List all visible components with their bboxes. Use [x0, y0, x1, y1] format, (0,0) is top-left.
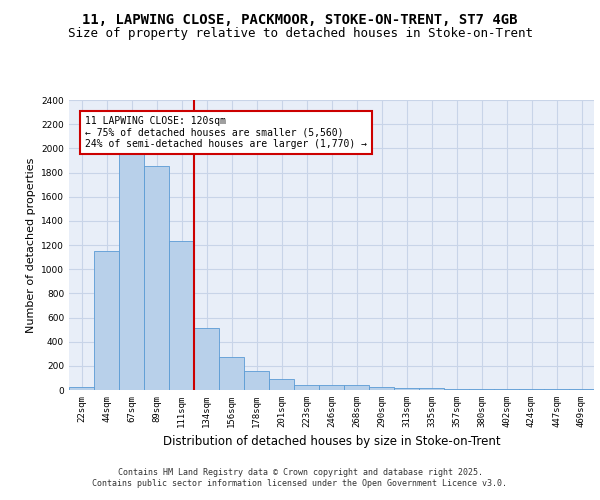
Bar — [269, 379, 294, 390]
Y-axis label: Number of detached properties: Number of detached properties — [26, 158, 35, 332]
Bar — [219, 358, 244, 390]
Bar — [69, 387, 94, 390]
Bar — [419, 388, 444, 390]
X-axis label: Distribution of detached houses by size in Stoke-on-Trent: Distribution of detached houses by size … — [163, 436, 500, 448]
Bar — [344, 385, 369, 390]
Bar — [469, 389, 494, 390]
Text: Size of property relative to detached houses in Stoke-on-Trent: Size of property relative to detached ho… — [67, 28, 533, 40]
Text: 11 LAPWING CLOSE: 120sqm
← 75% of detached houses are smaller (5,560)
24% of sem: 11 LAPWING CLOSE: 120sqm ← 75% of detach… — [85, 116, 367, 149]
Bar — [444, 389, 469, 390]
Text: 11, LAPWING CLOSE, PACKMOOR, STOKE-ON-TRENT, ST7 4GB: 11, LAPWING CLOSE, PACKMOOR, STOKE-ON-TR… — [82, 12, 518, 26]
Bar — [194, 328, 219, 390]
Bar — [394, 388, 419, 390]
Bar — [369, 387, 394, 390]
Bar — [244, 372, 269, 390]
Bar — [169, 242, 194, 390]
Bar — [144, 166, 169, 390]
Bar — [319, 385, 344, 390]
Bar — [294, 384, 319, 390]
Bar — [119, 153, 144, 390]
Bar — [94, 251, 119, 390]
Text: Contains HM Land Registry data © Crown copyright and database right 2025.
Contai: Contains HM Land Registry data © Crown c… — [92, 468, 508, 487]
